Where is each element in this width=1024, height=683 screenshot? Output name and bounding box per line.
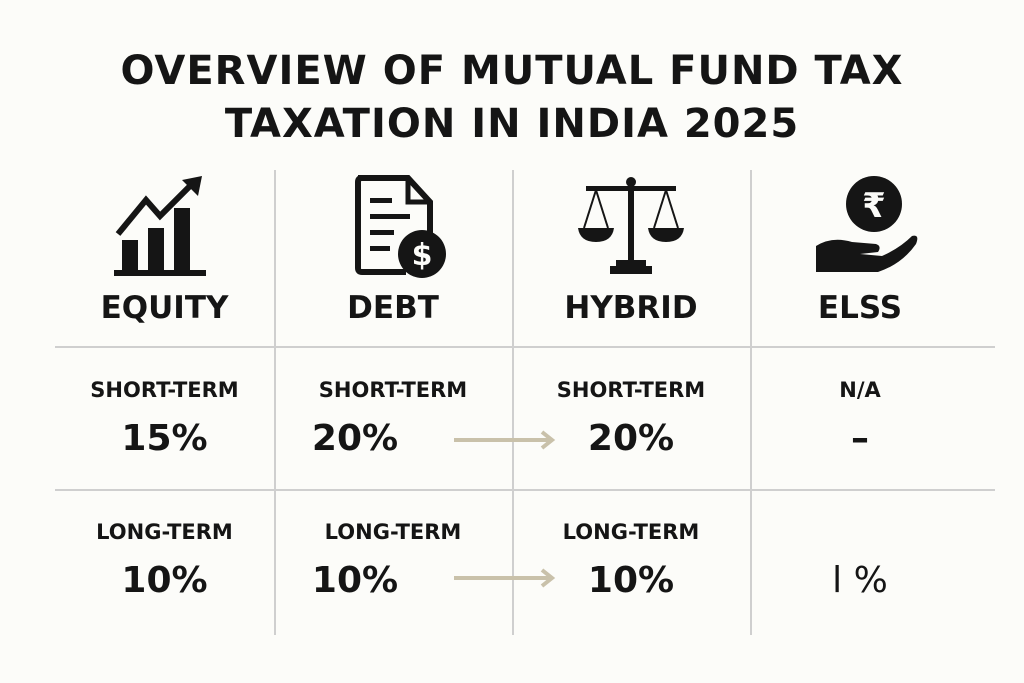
short-term-label: N/A xyxy=(839,378,881,402)
arrow-right-icon xyxy=(454,568,556,588)
row-divider xyxy=(55,346,995,348)
short-term-value: 20% xyxy=(311,418,399,459)
column-header-equity: EQUITY xyxy=(100,290,229,326)
long-term-value: l % xyxy=(832,560,888,601)
document-dollar-icon: $ xyxy=(355,175,446,278)
short-term-value: 20% xyxy=(587,418,675,459)
long-term-value: 10% xyxy=(121,560,208,601)
column-header-hybrid: HYBRID xyxy=(564,290,698,326)
short-term-label: SHORT-TERM xyxy=(90,378,239,402)
title-line-2: TAXATION IN INDIA 2025 xyxy=(224,101,800,147)
column-divider xyxy=(512,170,514,635)
svg-text:₹: ₹ xyxy=(862,186,886,226)
row-divider xyxy=(55,489,995,491)
short-term-label: SHORT-TERM xyxy=(318,378,468,402)
short-term-value: 15% xyxy=(121,418,208,459)
column-header-elss: ELSS xyxy=(817,290,903,326)
growth-chart-icon xyxy=(114,176,206,276)
column-header-debt: DEBT xyxy=(347,290,439,326)
column-divider xyxy=(274,170,276,635)
arrow-right-icon xyxy=(454,430,556,450)
long-term-label: LONG-TERM xyxy=(324,520,462,544)
hand-rupee-coin-icon: ₹ xyxy=(816,176,918,272)
column-divider xyxy=(750,170,752,635)
long-term-label: LONG-TERM xyxy=(562,520,700,544)
title-line-1: OVERVIEW OF MUTUAL FUND TAX xyxy=(120,48,904,94)
short-term-label: SHORT-TERM xyxy=(556,378,706,402)
long-term-label: LONG-TERM xyxy=(96,520,233,544)
balance-scale-icon xyxy=(578,177,684,274)
short-term-value: – xyxy=(851,418,869,459)
long-term-value: 10% xyxy=(311,560,399,601)
svg-text:$: $ xyxy=(412,238,433,273)
long-term-value: 10% xyxy=(587,560,675,601)
